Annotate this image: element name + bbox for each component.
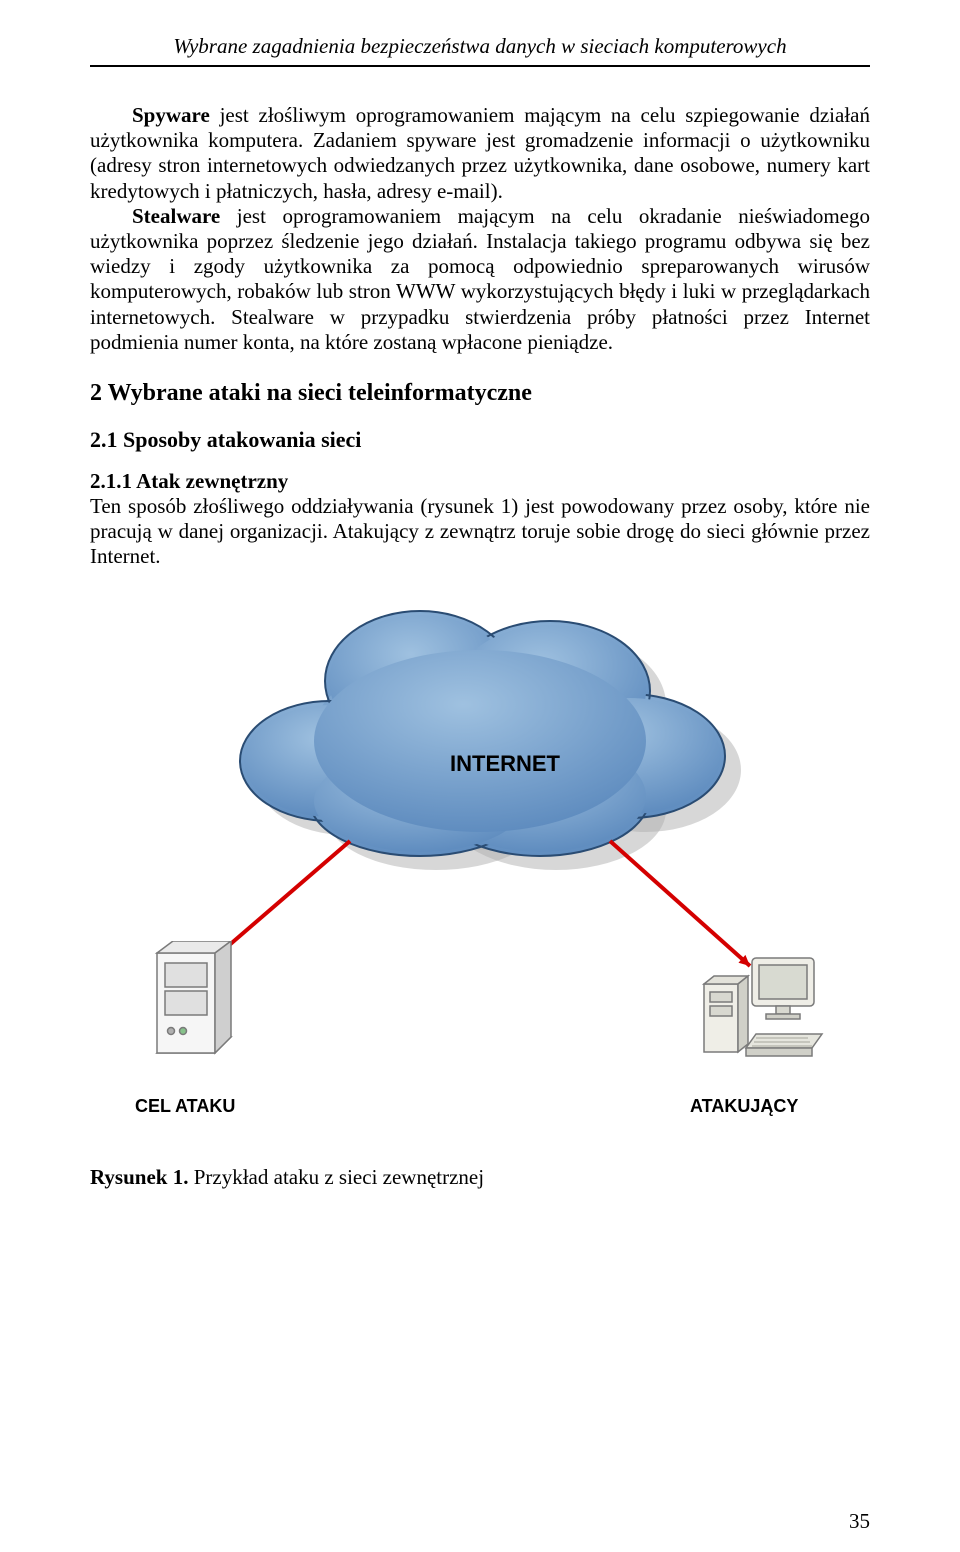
figure-1: INTERNET [90, 591, 870, 1190]
term-stealware: Stealware [132, 204, 220, 228]
paragraph-stealware: Stealware jest oprogramowaniem mającym n… [90, 204, 870, 355]
paragraph-external-attack: Ten sposób złośliwego oddziaływania (rys… [90, 494, 870, 570]
heading-section-2: 2 Wybrane ataki na sieci teleinformatycz… [90, 380, 870, 407]
page: Wybrane zagadnienia bezpieczeństwa danyc… [0, 0, 960, 1552]
heading-section-2-1: 2.1 Sposoby atakowania sieci [90, 427, 870, 453]
header-rule [90, 65, 870, 67]
pc-icon [700, 956, 825, 1071]
figure-1-caption: Rysunek 1. Przykład ataku z sieci zewnęt… [90, 1165, 870, 1190]
paragraph-spyware: Spyware jest złośliwym oprogramowaniem m… [90, 103, 870, 204]
figure-caption-text: Przykład ataku z sieci zewnętrznej [188, 1165, 484, 1189]
heading-section-2-1-1: 2.1.1 Atak zewnętrzny [90, 469, 870, 494]
cloud-icon [240, 611, 741, 870]
cloud-label: INTERNET [450, 751, 560, 777]
figure-caption-lead: Rysunek 1. [90, 1165, 188, 1189]
running-head: Wybrane zagadnienia bezpieczeństwa danyc… [90, 34, 870, 59]
page-number: 35 [849, 1509, 870, 1534]
server-icon [145, 941, 240, 1066]
attacker-label: ATAKUJĄCY [690, 1096, 798, 1117]
figure-1-diagram: INTERNET [90, 591, 870, 1131]
term-spyware: Spyware [132, 103, 210, 127]
target-label: CEL ATAKU [135, 1096, 235, 1117]
